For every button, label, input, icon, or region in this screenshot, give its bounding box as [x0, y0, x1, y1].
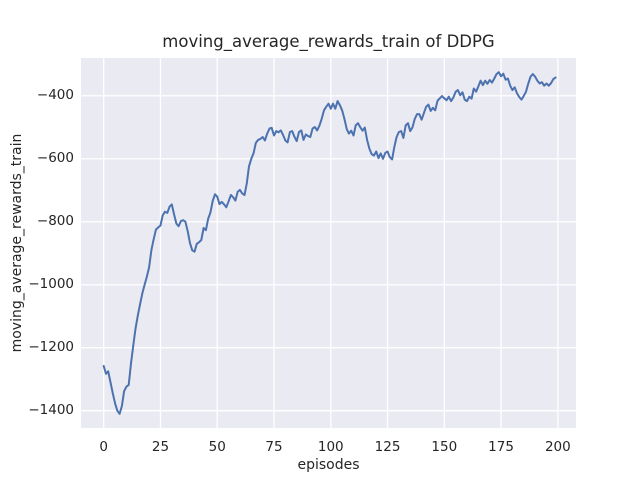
- x-tick-label: 175: [488, 439, 514, 455]
- x-tick-label: 200: [544, 439, 571, 455]
- y-tick-label: −600: [36, 149, 74, 166]
- chart-title: moving_average_rewards_train of DDPG: [162, 32, 495, 51]
- x-tick-label: 75: [265, 439, 283, 455]
- y-tick-label: −1200: [28, 338, 74, 355]
- plot-area: [81, 58, 576, 428]
- x-tick-label: 25: [151, 439, 170, 455]
- y-tick-label: −400: [36, 86, 74, 103]
- y-axis-label: moving_average_rewards_train: [9, 133, 25, 353]
- x-tick-label: 150: [431, 439, 458, 455]
- y-tick-label: −1000: [28, 275, 74, 292]
- x-tick-label: 125: [374, 439, 401, 455]
- x-tick-label: 50: [208, 439, 226, 455]
- y-tick-label: −800: [36, 212, 74, 229]
- x-tick-label: 0: [99, 439, 108, 455]
- y-tick-label: −1400: [28, 401, 74, 418]
- x-axis-label: episodes: [297, 457, 360, 473]
- x-tick-label: 100: [317, 439, 344, 455]
- chart-svg: [81, 58, 576, 428]
- reward-line: [102, 71, 557, 415]
